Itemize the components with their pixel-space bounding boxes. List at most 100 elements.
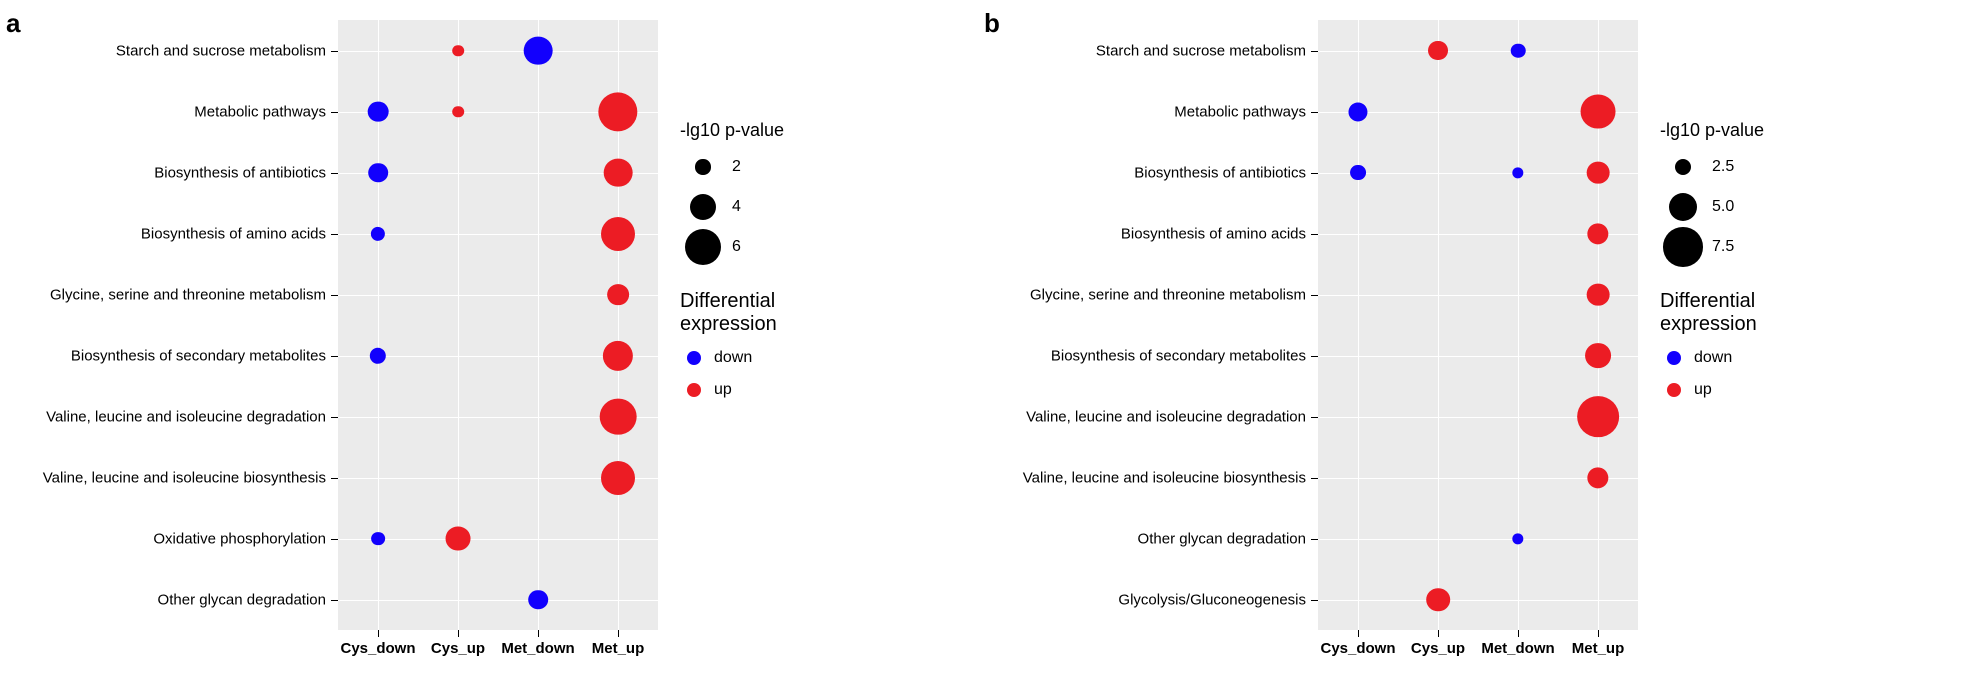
tick-mark-y	[331, 478, 338, 479]
y-tick-label: Glycine, serine and threonine metabolism	[1030, 286, 1306, 303]
tick-mark-y	[1311, 51, 1318, 52]
size-legend-label: 4	[732, 198, 741, 216]
gridline-h	[1318, 600, 1638, 601]
size-legend-row: 4	[680, 187, 784, 227]
size-legend-row: 2.5	[1660, 147, 1764, 187]
dot	[607, 284, 629, 306]
size-legend: -lg10 p-value2.55.07.5	[1660, 120, 1764, 267]
size-legend-row: 6	[680, 227, 784, 267]
tick-mark-y	[1311, 112, 1318, 113]
dot	[601, 461, 635, 495]
tick-mark-y	[1311, 539, 1318, 540]
tick-mark-y	[331, 295, 338, 296]
dot	[1587, 161, 1610, 184]
size-legend-title: -lg10 p-value	[680, 120, 784, 141]
dot	[368, 101, 389, 122]
dot	[1581, 94, 1616, 129]
color-legend-row: down	[680, 342, 777, 374]
circle-icon	[690, 194, 716, 220]
circle-icon	[1667, 383, 1681, 397]
tick-mark-y	[331, 173, 338, 174]
dot	[598, 92, 637, 131]
y-tick-label: Biosynthesis of antibiotics	[154, 164, 326, 181]
color-legend: Differential expressiondownup	[680, 290, 777, 406]
y-tick-label: Valine, leucine and isoleucine biosynthe…	[43, 469, 326, 486]
tick-mark-x	[618, 630, 619, 637]
y-tick-label: Oxidative phosphorylation	[153, 530, 326, 547]
color-legend: Differential expression down up	[1660, 290, 1757, 406]
size-legend: -lg10 p-value 2 4 6	[680, 120, 784, 267]
x-tick-label: Met_down	[501, 640, 574, 657]
color-legend-swatch	[1660, 351, 1688, 365]
dot	[528, 590, 548, 610]
y-tick-label: Glycolysis/Gluconeogenesis	[1118, 591, 1306, 608]
tick-mark-y	[1311, 295, 1318, 296]
circle-icon	[1669, 193, 1697, 221]
size-legend-swatch	[1660, 227, 1706, 266]
y-tick-label: Starch and sucrose metabolism	[1096, 42, 1306, 59]
dot	[1587, 467, 1608, 488]
tick-mark-y	[331, 112, 338, 113]
panel-a: aCys_downCys_upMet_downMet_upStarch and …	[0, 0, 980, 673]
tick-mark-x	[1358, 630, 1359, 637]
size-legend-row: 5.0	[1660, 187, 1764, 227]
y-tick-label: Biosynthesis of secondary metabolites	[71, 347, 326, 364]
color-legend-swatch	[680, 383, 708, 397]
y-tick-label: Other glycan degradation	[158, 591, 326, 608]
tick-mark-y	[331, 539, 338, 540]
dot	[600, 398, 637, 435]
size-legend-title: -lg10 p-value	[1660, 120, 1764, 141]
color-legend-title: Differential expression	[1660, 290, 1757, 336]
size-legend-swatch	[1660, 193, 1706, 221]
color-legend-label: down	[1694, 349, 1732, 367]
y-tick-label: Valine, leucine and isoleucine biosynthe…	[1023, 469, 1306, 486]
tick-mark-y	[1311, 234, 1318, 235]
dot	[601, 217, 635, 251]
y-tick-label: Glycine, serine and threonine metabolism	[50, 286, 326, 303]
size-legend-label: 2	[732, 158, 741, 176]
color-legend-row: up	[680, 374, 777, 406]
color-legend-row: up	[1660, 374, 1757, 406]
dot	[1585, 343, 1611, 369]
size-legend-label: 2.5	[1712, 158, 1734, 176]
circle-icon	[685, 229, 722, 266]
dot	[371, 532, 385, 546]
dot	[452, 106, 464, 118]
y-tick-label: Biosynthesis of amino acids	[1121, 225, 1306, 242]
gridline-h	[338, 51, 658, 52]
tick-mark-y	[1311, 600, 1318, 601]
tick-mark-x	[538, 630, 539, 637]
gridline-h	[1318, 51, 1638, 52]
size-legend-label: 6	[732, 238, 741, 256]
dot	[603, 340, 633, 370]
tick-mark-y	[331, 417, 338, 418]
color-legend-row: down	[1660, 342, 1757, 374]
y-tick-label: Biosynthesis of secondary metabolites	[1051, 347, 1306, 364]
size-legend-swatch	[680, 194, 726, 220]
dot	[604, 158, 633, 187]
panel-letter: b	[984, 8, 1000, 39]
dot	[368, 163, 388, 183]
gridline-h	[338, 600, 658, 601]
dot	[1426, 588, 1450, 612]
dot	[1428, 41, 1448, 61]
x-tick-label: Cys_up	[1411, 640, 1465, 657]
gridline-h	[338, 539, 658, 540]
dot	[452, 45, 464, 57]
tick-mark-y	[331, 51, 338, 52]
dot	[370, 347, 386, 363]
circle-icon	[687, 351, 701, 365]
size-legend-label: 5.0	[1712, 198, 1734, 216]
tick-mark-y	[1311, 173, 1318, 174]
x-tick-label: Met_down	[1481, 640, 1554, 657]
tick-mark-x	[458, 630, 459, 637]
dot	[1587, 283, 1610, 306]
y-tick-label: Metabolic pathways	[1174, 103, 1306, 120]
color-legend-label: up	[1694, 381, 1712, 399]
y-tick-label: Biosynthesis of amino acids	[141, 225, 326, 242]
tick-mark-x	[1518, 630, 1519, 637]
dot	[371, 226, 385, 240]
color-legend-label: up	[714, 381, 732, 399]
size-legend-swatch	[680, 159, 726, 174]
color-legend-swatch	[680, 351, 708, 365]
